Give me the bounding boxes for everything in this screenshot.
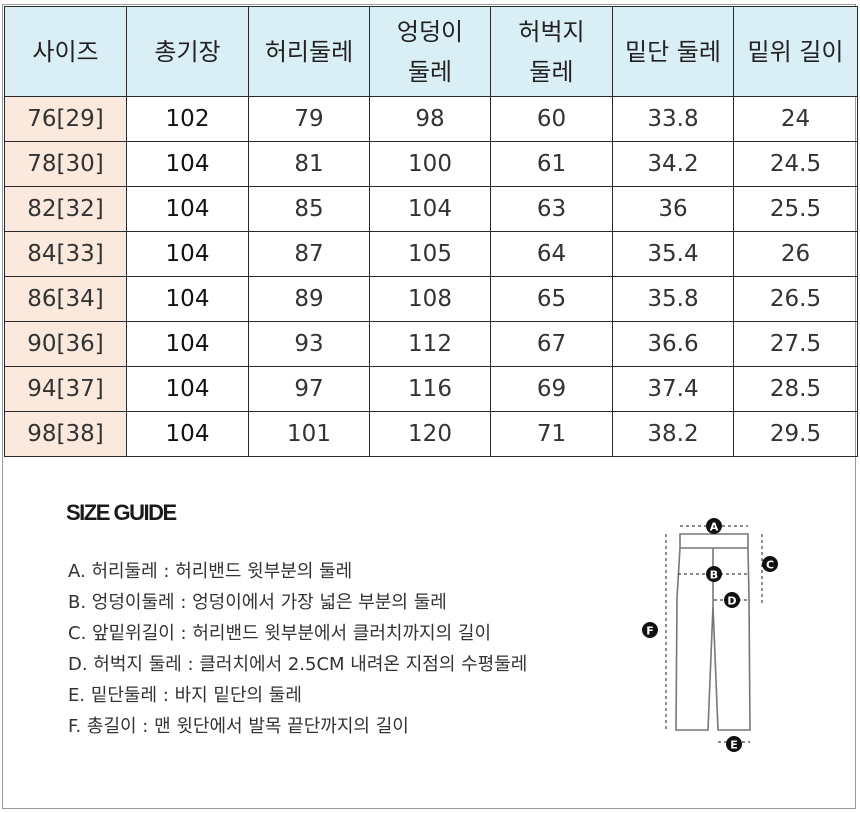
cell-hip: 108 — [369, 276, 491, 322]
cell-hip: 105 — [369, 231, 491, 277]
svg-text:E: E — [730, 739, 738, 752]
size-table-header-row: 사이즈 총기장 허리둘레 엉덩이 둘레 허벅지 둘레 밑단 둘레 밑위 길이 — [4, 6, 858, 97]
cell-rise: 26 — [733, 231, 858, 277]
cell-size: 82[32] — [4, 186, 127, 232]
size-guide-title: SIZE GUIDE — [66, 500, 177, 525]
guide-item-hem: E. 밑단둘레 : 바지 밑단의 둘레 — [68, 685, 302, 706]
cell-hip: 98 — [369, 96, 491, 142]
cell-total-length: 104 — [126, 321, 249, 367]
table-row: 78[30] 104 81 100 61 34.2 24.5 — [4, 141, 858, 187]
cell-thigh: 65 — [490, 276, 613, 322]
marker-d: D — [724, 592, 740, 608]
guide-item-waist: A. 허리둘레 : 허리밴드 윗부분의 둘레 — [68, 561, 353, 582]
cell-size: 84[33] — [4, 231, 127, 277]
header-hip: 엉덩이 둘레 — [369, 6, 491, 97]
cell-hip: 120 — [369, 411, 491, 457]
marker-f: F — [642, 622, 658, 638]
guide-item-thigh: D. 허벅지 둘레 : 클러치에서 2.5CM 내려온 지점의 수평둘레 — [68, 654, 528, 675]
cell-hem: 37.4 — [612, 366, 734, 412]
header-total-length: 총기장 — [126, 6, 249, 97]
pants-outline — [675, 533, 751, 731]
cell-hip: 100 — [369, 141, 491, 187]
svg-text:B: B — [710, 569, 718, 582]
cell-thigh: 64 — [490, 231, 613, 277]
cell-hem: 33.8 — [612, 96, 734, 142]
cell-size: 98[38] — [4, 411, 127, 457]
cell-waist: 97 — [248, 366, 370, 412]
cell-hip: 116 — [369, 366, 491, 412]
header-size: 사이즈 — [4, 6, 127, 97]
cell-thigh: 60 — [490, 96, 613, 142]
size-guide: SIZE GUIDE A. 허리둘레 : 허리밴드 윗부분의 둘레 B. 엉덩이… — [0, 450, 860, 810]
guide-item-front-rise: C. 앞밑위길이 : 허리밴드 윗부분에서 클러치까지의 길이 — [68, 623, 492, 644]
cell-hem: 38.2 — [612, 411, 734, 457]
cell-waist: 89 — [248, 276, 370, 322]
cell-hem: 35.8 — [612, 276, 734, 322]
marker-c: C — [762, 556, 778, 572]
header-thigh: 허벅지 둘레 — [490, 6, 613, 97]
svg-text:F: F — [646, 625, 654, 638]
pants-diagram: A B C D E F — [642, 518, 778, 752]
cell-thigh: 69 — [490, 366, 613, 412]
cell-rise: 24 — [733, 96, 858, 142]
header-waist: 허리둘레 — [248, 6, 370, 97]
guide-item-hip: B. 엉덩이둘레 : 엉덩이에서 가장 넓은 부분의 둘레 — [68, 592, 447, 613]
cell-total-length: 104 — [126, 276, 249, 322]
header-hem: 밑단 둘레 — [612, 6, 734, 97]
cell-size: 78[30] — [4, 141, 127, 187]
marker-b: B — [706, 566, 722, 582]
cell-waist: 81 — [248, 141, 370, 187]
size-table: 사이즈 총기장 허리둘레 엉덩이 둘레 허벅지 둘레 밑단 둘레 밑위 길이 76[… — [4, 6, 858, 457]
cell-hem: 36 — [612, 186, 734, 232]
cell-hem: 34.2 — [612, 141, 734, 187]
cell-waist: 93 — [248, 321, 370, 367]
cell-rise: 27.5 — [733, 321, 858, 367]
svg-text:C: C — [766, 559, 774, 572]
cell-waist: 85 — [248, 186, 370, 232]
table-row: 84[33] 104 87 105 64 35.4 26 — [4, 231, 858, 277]
svg-text:A: A — [710, 521, 719, 534]
cell-total-length: 104 — [126, 141, 249, 187]
cell-rise: 24.5 — [733, 141, 858, 187]
cell-hem: 36.6 — [612, 321, 734, 367]
cell-thigh: 63 — [490, 186, 613, 232]
table-row: 90[36] 104 93 112 67 36.6 27.5 — [4, 321, 858, 367]
table-row: 76[29] 102 79 98 60 33.8 24 — [4, 96, 858, 142]
size-guide-list: A. 허리둘레 : 허리밴드 윗부분의 둘레 B. 엉덩이둘레 : 엉덩이에서 … — [68, 556, 527, 742]
cell-total-length: 104 — [126, 231, 249, 277]
table-row: 98[38] 104 101 120 71 38.2 29.5 — [4, 411, 858, 457]
cell-waist: 101 — [248, 411, 370, 457]
cell-waist: 79 — [248, 96, 370, 142]
table-row: 94[37] 104 97 116 69 37.4 28.5 — [4, 366, 858, 412]
cell-total-length: 104 — [126, 366, 249, 412]
cell-total-length: 102 — [126, 96, 249, 142]
marker-a: A — [706, 518, 722, 534]
cell-total-length: 104 — [126, 186, 249, 232]
cell-rise: 28.5 — [733, 366, 858, 412]
cell-thigh: 61 — [490, 141, 613, 187]
guide-item-total-length: F. 총길이 : 맨 윗단에서 발목 끝단까지의 길이 — [68, 716, 409, 737]
cell-rise: 26.5 — [733, 276, 858, 322]
table-row: 82[32] 104 85 104 63 36 25.5 — [4, 186, 858, 232]
table-row: 86[34] 104 89 108 65 35.8 26.5 — [4, 276, 858, 322]
svg-text:D: D — [727, 595, 736, 608]
marker-e: E — [726, 736, 742, 752]
cell-thigh: 67 — [490, 321, 613, 367]
cell-size: 90[36] — [4, 321, 127, 367]
cell-size: 76[29] — [4, 96, 127, 142]
cell-hem: 35.4 — [612, 231, 734, 277]
cell-total-length: 104 — [126, 411, 249, 457]
cell-thigh: 71 — [490, 411, 613, 457]
cell-hip: 104 — [369, 186, 491, 232]
header-rise: 밑위 길이 — [733, 6, 858, 97]
cell-waist: 87 — [248, 231, 370, 277]
cell-hip: 112 — [369, 321, 491, 367]
cell-size: 86[34] — [4, 276, 127, 322]
cell-size: 94[37] — [4, 366, 127, 412]
cell-rise: 25.5 — [733, 186, 858, 232]
cell-rise: 29.5 — [733, 411, 858, 457]
